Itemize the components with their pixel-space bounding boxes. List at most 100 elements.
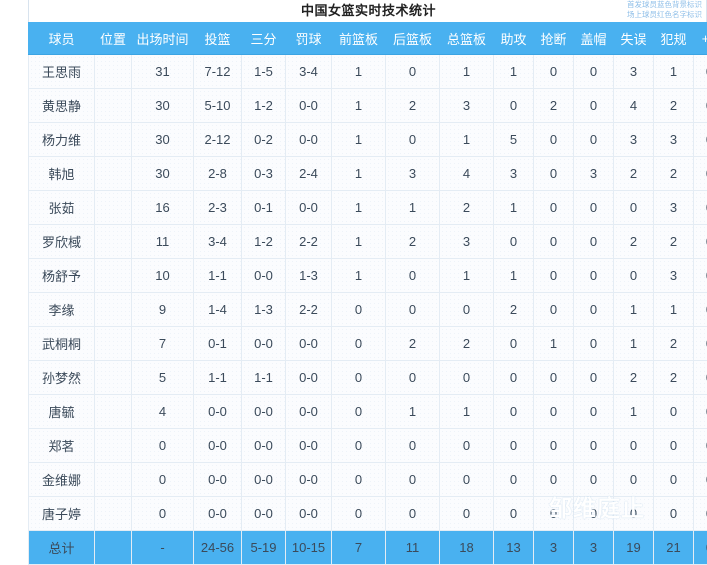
column-header-pf[interactable]: 犯规 <box>654 23 694 55</box>
cell-pm: 0 <box>694 429 707 463</box>
cell-dreb: 0 <box>386 55 440 89</box>
cell-pf: 2 <box>654 157 694 191</box>
cell-dreb: 2 <box>386 327 440 361</box>
column-header-tp[interactable]: 三分 <box>242 23 286 55</box>
cell-ast: 3 <box>494 157 534 191</box>
cell-oreb: 0 <box>332 293 386 327</box>
column-header-ast[interactable]: 助攻 <box>494 23 534 55</box>
cell-pos <box>95 361 132 395</box>
cell-ast: 2 <box>494 293 534 327</box>
cell-pf: 0 <box>654 395 694 429</box>
cell-pf: 3 <box>654 123 694 157</box>
cell-pos <box>95 429 132 463</box>
cell-dreb: 0 <box>386 123 440 157</box>
cell-ast: 0 <box>494 225 534 259</box>
column-header-oreb[interactable]: 前篮板 <box>332 23 386 55</box>
cell-fg: 2-8 <box>194 157 242 191</box>
cell-ast: 0 <box>494 395 534 429</box>
cell-stl: 0 <box>534 55 574 89</box>
cell-tp: 1-3 <box>242 293 286 327</box>
cell-min: 10 <box>132 259 194 293</box>
total-cell-ast: 13 <box>494 531 534 565</box>
cell-ft: 0-0 <box>286 89 332 123</box>
column-header-player[interactable]: 球员 <box>29 23 95 55</box>
cell-tp: 0-3 <box>242 157 286 191</box>
cell-fg: 0-0 <box>194 497 242 531</box>
cell-pf: 1 <box>654 293 694 327</box>
cell-pf: 1 <box>654 55 694 89</box>
cell-treb: 0 <box>440 293 494 327</box>
cell-pos <box>95 123 132 157</box>
cell-player: 唐子婷 <box>29 497 95 531</box>
cell-ast: 1 <box>494 55 534 89</box>
cell-ft: 2-2 <box>286 225 332 259</box>
cell-tp: 1-1 <box>242 361 286 395</box>
cell-min: 0 <box>132 497 194 531</box>
cell-pm: 0 <box>694 361 707 395</box>
cell-oreb: 0 <box>332 395 386 429</box>
cell-tov: 1 <box>614 395 654 429</box>
cell-ft: 1-3 <box>286 259 332 293</box>
column-header-dreb[interactable]: 后篮板 <box>386 23 440 55</box>
cell-min: 9 <box>132 293 194 327</box>
cell-player: 李缘 <box>29 293 95 327</box>
cell-blk: 0 <box>574 327 614 361</box>
cell-stl: 0 <box>534 191 574 225</box>
cell-blk: 3 <box>574 157 614 191</box>
column-header-min[interactable]: 出场时间 <box>132 23 194 55</box>
legend-note: 首发球员蓝色背景标识 场上球员红色名字标识 <box>582 0 702 19</box>
column-header-tov[interactable]: 失误 <box>614 23 654 55</box>
column-header-treb[interactable]: 总篮板 <box>440 23 494 55</box>
cell-min: 7 <box>132 327 194 361</box>
cell-fg: 2-3 <box>194 191 242 225</box>
cell-blk: 0 <box>574 429 614 463</box>
cell-oreb: 1 <box>332 157 386 191</box>
cell-pm: 0 <box>694 89 707 123</box>
cell-pf: 0 <box>654 463 694 497</box>
column-header-pos[interactable]: 位置 <box>95 23 132 55</box>
column-header-fg[interactable]: 投篮 <box>194 23 242 55</box>
cell-min: 16 <box>132 191 194 225</box>
cell-fg: 5-10 <box>194 89 242 123</box>
cell-tov: 0 <box>614 429 654 463</box>
total-cell-tp: 5-19 <box>242 531 286 565</box>
cell-fg: 7-12 <box>194 55 242 89</box>
cell-pf: 0 <box>654 497 694 531</box>
cell-ast: 0 <box>494 497 534 531</box>
cell-pf: 2 <box>654 225 694 259</box>
cell-tp: 0-0 <box>242 497 286 531</box>
cell-oreb: 1 <box>332 225 386 259</box>
cell-dreb: 3 <box>386 157 440 191</box>
cell-blk: 0 <box>574 123 614 157</box>
column-header-ft[interactable]: 罚球 <box>286 23 332 55</box>
cell-blk: 0 <box>574 259 614 293</box>
cell-pm: 0 <box>694 497 707 531</box>
table-body: 王思雨317-121-53-410110031018黄思静305-101-20-… <box>29 55 707 565</box>
cell-min: 31 <box>132 55 194 89</box>
cell-stl: 0 <box>534 225 574 259</box>
column-header-pm[interactable]: +/- <box>694 23 707 55</box>
cell-ft: 0-0 <box>286 123 332 157</box>
column-header-blk[interactable]: 盖帽 <box>574 23 614 55</box>
column-header-stl[interactable]: 抢断 <box>534 23 574 55</box>
cell-dreb: 2 <box>386 225 440 259</box>
cell-pf: 2 <box>654 327 694 361</box>
cell-fg: 0-0 <box>194 463 242 497</box>
cell-blk: 0 <box>574 225 614 259</box>
cell-pm: 0 <box>694 259 707 293</box>
